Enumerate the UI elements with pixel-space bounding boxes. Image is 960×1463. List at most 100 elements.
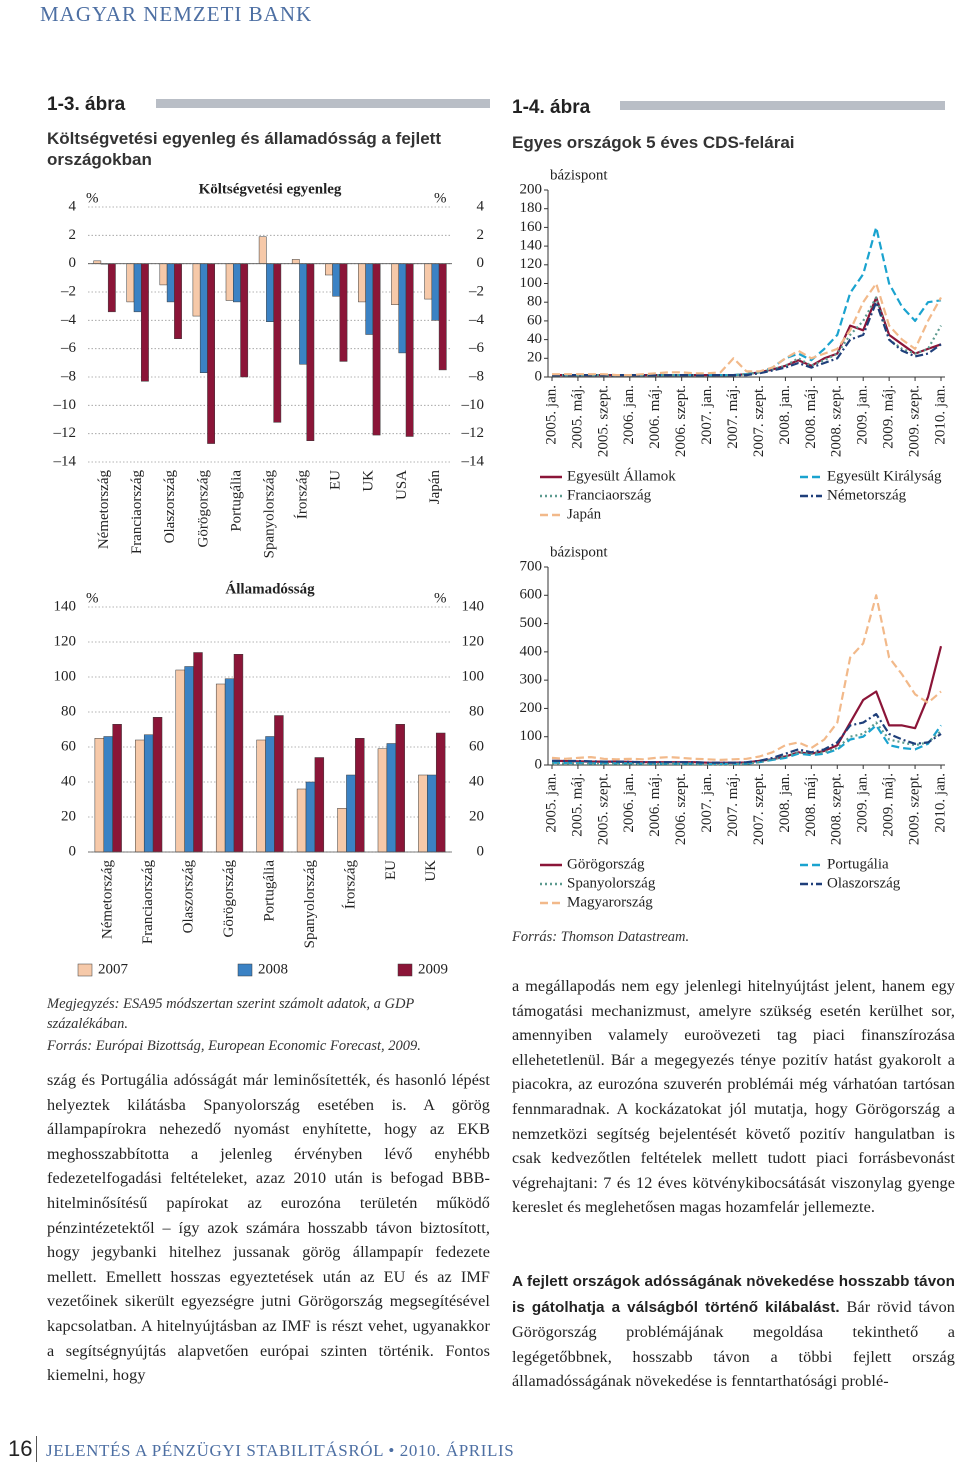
y-tick-label: 200 <box>520 700 543 716</box>
bar <box>305 781 316 853</box>
bar <box>339 263 348 362</box>
y-tick-label: –2 <box>60 283 76 299</box>
bar <box>395 724 405 853</box>
bar <box>143 734 154 853</box>
figure-title: Költségvetési egyenleg és államadósság a… <box>47 129 441 169</box>
bar <box>299 263 307 365</box>
x-tick-label: 2006. szept. <box>673 385 689 457</box>
bar <box>427 774 437 853</box>
y-tick-label: 160 <box>520 219 543 235</box>
line <box>551 724 942 765</box>
x-tick-label: 2006. máj. <box>647 385 663 449</box>
x-tick-label: EU <box>328 470 344 490</box>
y-unit: % <box>434 190 447 206</box>
bar <box>418 774 428 853</box>
bar <box>256 739 266 853</box>
x-tick-label: 2006. szept. <box>673 773 689 845</box>
bar <box>405 263 414 437</box>
bar <box>265 736 275 853</box>
bar <box>135 739 145 853</box>
y-tick-label: 120 <box>462 633 485 649</box>
y-tick-label: –8 <box>468 368 484 384</box>
x-tick-label: USA <box>394 470 410 500</box>
bar <box>346 774 356 853</box>
x-tick-label: Írország <box>294 470 311 520</box>
bar <box>175 669 185 853</box>
legend-label: 2007 <box>98 961 129 977</box>
bar <box>273 263 282 423</box>
y-axis-label: bázispont <box>550 167 608 183</box>
x-tick-label: 2006. jan. <box>621 773 637 833</box>
bar <box>314 757 325 853</box>
x-tick-label: Németország <box>96 470 112 550</box>
line <box>551 594 942 761</box>
y-tick-label: 700 <box>520 558 543 574</box>
bar <box>112 724 122 853</box>
y-tick-label: –6 <box>468 340 485 356</box>
x-tick-label: 2009. szept. <box>907 385 923 457</box>
y-tick-label: –4 <box>60 312 77 328</box>
legend-label: Spanyolország <box>567 875 656 891</box>
y-tick-label: 100 <box>520 728 543 744</box>
y-tick-label: 100 <box>520 275 543 291</box>
legend-label: Japán <box>567 506 602 522</box>
line <box>552 282 942 377</box>
bar <box>184 666 194 853</box>
bar <box>386 743 397 853</box>
x-tick-label: Olaszország <box>162 470 178 544</box>
bar <box>103 736 113 853</box>
legend-label: Franciaország <box>567 487 652 503</box>
x-tick-label: Japán <box>427 470 443 505</box>
figure-label: 1-4. ábra <box>512 97 591 118</box>
legend-label: Egyesült Államok <box>567 467 676 484</box>
x-tick-label: Portugália <box>228 470 244 532</box>
y-tick-label: –10 <box>461 397 485 413</box>
y-tick-label: –12 <box>461 425 485 441</box>
bar <box>94 738 105 853</box>
bar <box>435 732 446 853</box>
x-tick-label: 2005. jan. <box>543 385 559 445</box>
body-text: A fejlett országok adósságának növekedés… <box>512 1269 955 1394</box>
x-tick-label: 2008. jan. <box>777 773 793 833</box>
bar <box>166 263 175 303</box>
bar <box>193 652 203 853</box>
page-number: 16 <box>8 1436 33 1461</box>
figure-title: Egyes országok 5 éves CDS-felárai <box>512 133 795 152</box>
bar <box>424 263 433 300</box>
x-tick-label: 2009. jan. <box>855 385 871 445</box>
y-tick-label: 0 <box>535 756 543 772</box>
y-tick-label: 400 <box>520 643 543 659</box>
y-tick-label: 0 <box>477 843 485 859</box>
bar <box>306 263 315 441</box>
bar <box>266 263 274 322</box>
legend-label: Magyarország <box>567 894 653 910</box>
x-tick-label: 2009. jan. <box>855 773 871 833</box>
line <box>552 721 942 766</box>
x-tick-label: Franciaország <box>129 470 145 555</box>
legend-label: Portugália <box>827 856 889 872</box>
bar <box>215 683 226 853</box>
y-tick-label: –10 <box>53 397 77 413</box>
legend-label: Németország <box>827 487 907 503</box>
bar <box>174 263 182 339</box>
footer-rule <box>36 1436 37 1462</box>
y-tick-label: 60 <box>61 738 76 754</box>
legend-label: Görögország <box>567 856 645 872</box>
x-tick-label: 2007. jan. <box>699 773 715 833</box>
bar <box>325 263 333 276</box>
y-tick-label: 4 <box>477 198 485 214</box>
y-tick-label: 60 <box>469 738 484 754</box>
bar <box>152 717 163 853</box>
y-tick-label: 200 <box>520 181 543 197</box>
y-tick-label: 0 <box>535 368 543 384</box>
x-tick-label: 2005. máj. <box>569 773 585 837</box>
y-tick-label: 0 <box>477 255 485 271</box>
body-text: szág és Portugália adósságát már leminős… <box>47 1071 490 1385</box>
x-tick-label: 2007. máj. <box>725 385 741 449</box>
x-tick-label: Görögország <box>221 860 237 938</box>
y-tick-label: 0 <box>69 843 77 859</box>
bar <box>192 263 201 317</box>
x-tick-label: Spanyolország <box>302 860 318 949</box>
x-tick-label: 2007. máj. <box>725 773 741 837</box>
